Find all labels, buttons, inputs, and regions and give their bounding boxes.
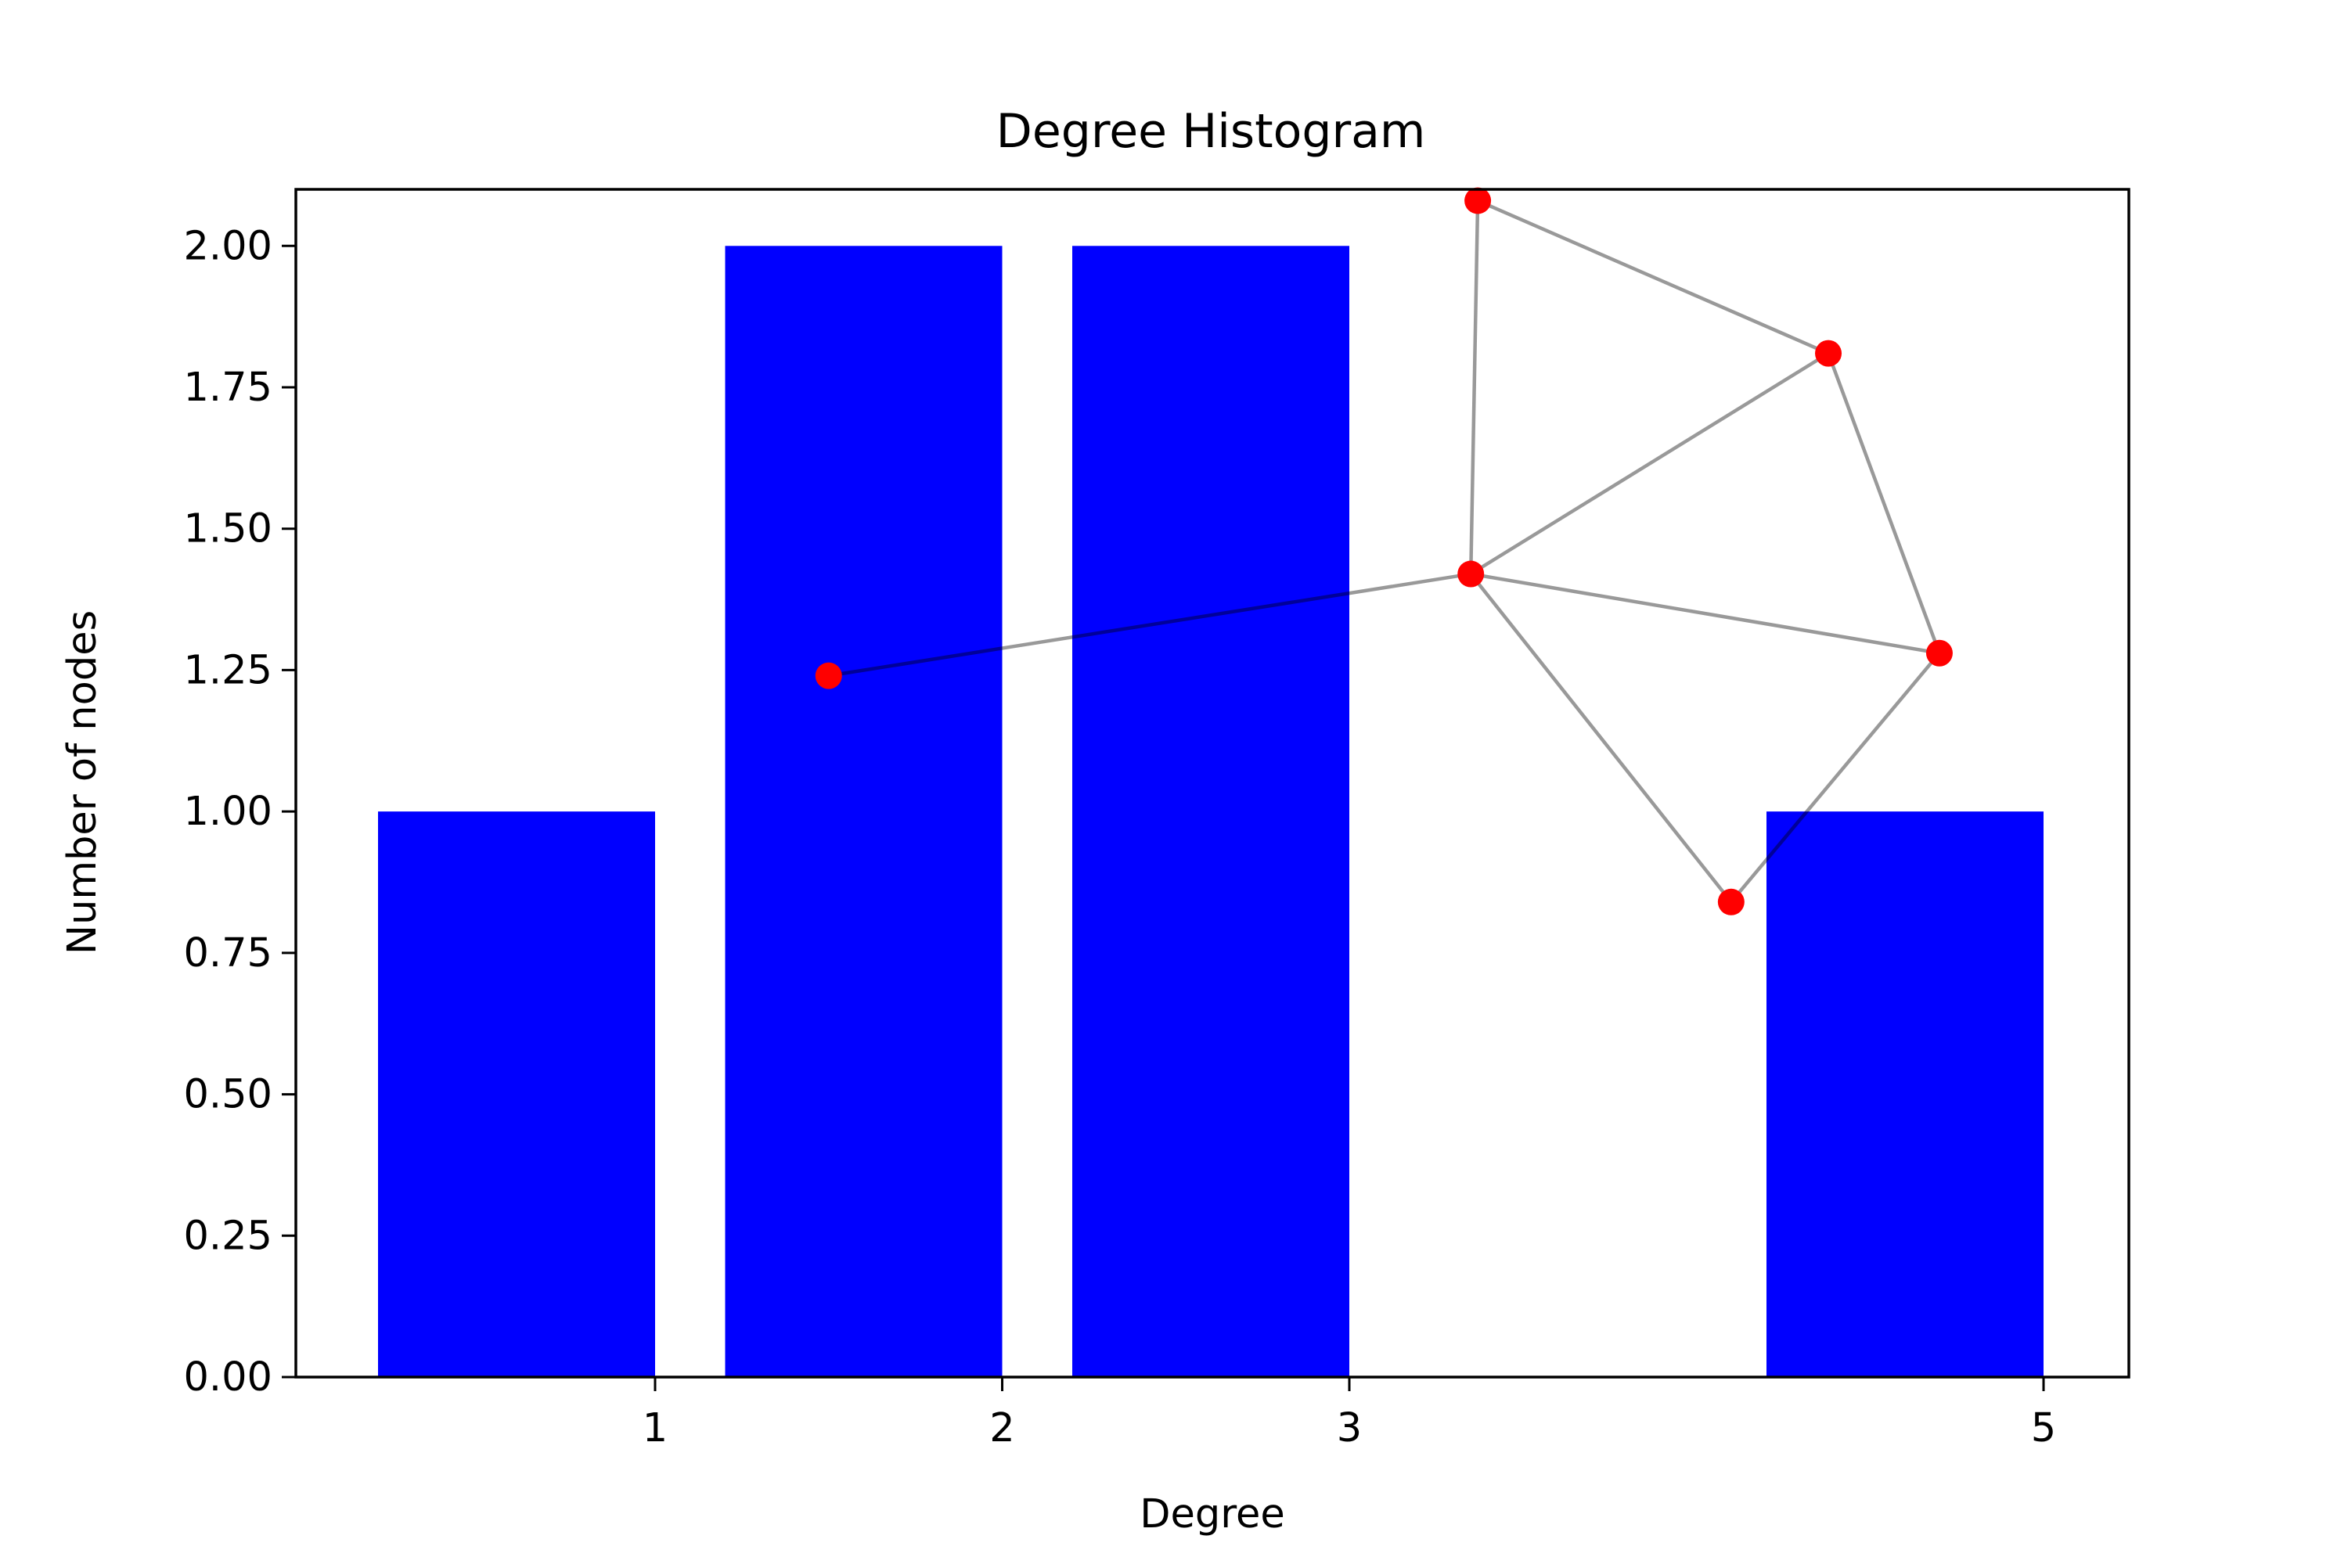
graph-edge-n3-n4 [1826,352,1942,654]
graph-node-n3 [1815,340,1842,367]
y-axis-label: Number of nodes [59,610,106,955]
y-tick-label: 1.25 [183,647,272,693]
x-axis: 1 2 3 5 [643,1377,2056,1451]
graph-nodes-layer [815,187,1953,915]
graph-edge-n1-n2 [1468,200,1480,574]
graph-node-n1 [1457,560,1485,588]
x-tick-label: 2 [989,1405,1014,1451]
bars-layer [378,246,2044,1378]
graph-node-n4 [1925,639,1953,667]
y-axis: 0.00 0.25 0.50 0.75 1.00 1.25 1.50 1.75 2.00 [183,223,296,1401]
graph-node-n0 [815,662,842,689]
graph-node-n5 [1717,888,1745,915]
bar-degree-3 [1072,246,1349,1378]
y-tick-label: 0.50 [183,1072,272,1118]
x-tick-label: 5 [2031,1405,2056,1451]
y-tick-label: 0.75 [183,930,272,976]
graph-edge-n1-n5 [1469,573,1733,904]
x-axis-label: Degree [1140,1491,1285,1537]
graph-edge-n1-n3 [1470,351,1830,576]
chart-title: Degree Histogram [996,104,1426,159]
bar-degree-5 [1766,811,2044,1377]
graph-edge-n4-n5 [1730,652,1941,904]
plot-frame [294,188,2130,1379]
x-tick-label: 3 [1337,1405,1362,1451]
y-tick-label: 1.50 [183,506,272,552]
graph-node-n2 [1464,187,1492,214]
graph-edge-n0-n1 [828,572,1471,678]
y-tick-label: 1.00 [183,789,272,835]
graph-edges-layer [828,199,1942,904]
bar-degree-1 [378,811,655,1377]
y-tick-label: 0.25 [183,1213,272,1259]
graph-edge-n2-n3 [1477,199,1829,355]
x-tick-label: 1 [643,1405,668,1451]
y-tick-label: 2.00 [183,223,272,269]
graph-edge-n1-n4 [1470,572,1940,655]
y-tick-label: 1.75 [183,365,272,411]
bar-degree-2 [725,246,1003,1378]
y-tick-label: 0.00 [183,1354,272,1401]
